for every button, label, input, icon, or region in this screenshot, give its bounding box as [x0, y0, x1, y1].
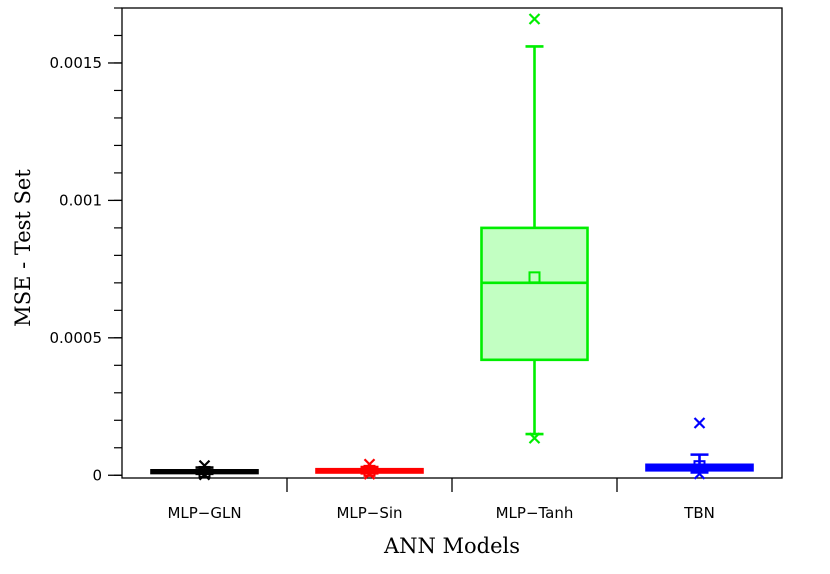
- mean-marker: [693, 460, 706, 473]
- x-tick-label: MLP−Tanh: [496, 504, 574, 522]
- y-tick-label: 0.0015: [50, 54, 103, 72]
- outlier-marker: [528, 432, 541, 444]
- y-tick-label: 0: [92, 466, 102, 484]
- box-0: [150, 459, 259, 481]
- box-1: [315, 458, 424, 480]
- outlier-marker: [528, 13, 541, 25]
- plot-frame: [121, 7, 783, 479]
- y-axis: 0 0.0005 0.001 0.0015: [50, 7, 122, 484]
- y-tick-label: 0.0005: [50, 329, 103, 347]
- outlier-stroke: [528, 13, 541, 25]
- y-axis-title: MSE - Test Set: [11, 169, 35, 327]
- outlier-stroke: [363, 458, 376, 471]
- outlier-stroke: [693, 468, 706, 480]
- mean-marker: [363, 464, 376, 477]
- outlier-stroke: [363, 468, 376, 480]
- box-3: [645, 417, 754, 480]
- outlier-marker: [198, 468, 211, 481]
- outlier-marker: [363, 458, 376, 471]
- outlier-stroke: [693, 417, 706, 429]
- mean-marker: [528, 271, 541, 284]
- x-axis: MLP−GLN MLP−Sin MLP−Tanh TBN: [167, 478, 715, 522]
- outlier-marker: [693, 417, 706, 429]
- y-tick-label: 0.001: [59, 191, 102, 209]
- outlier-stroke: [198, 459, 211, 472]
- outlier-stroke: [198, 468, 211, 481]
- outlier-marker: [363, 468, 376, 480]
- x-axis-title: ANN Models: [383, 534, 520, 558]
- outlier-marker: [198, 459, 211, 472]
- boxes-layer: [150, 13, 754, 481]
- outlier-stroke: [528, 432, 541, 444]
- outlier-marker: [693, 468, 706, 480]
- box-iqr: [480, 226, 589, 362]
- x-tick-label: TBN: [683, 504, 715, 522]
- box-2: [480, 13, 589, 444]
- x-tick-label: MLP−Sin: [336, 504, 402, 522]
- x-tick-label: MLP−GLN: [167, 504, 241, 522]
